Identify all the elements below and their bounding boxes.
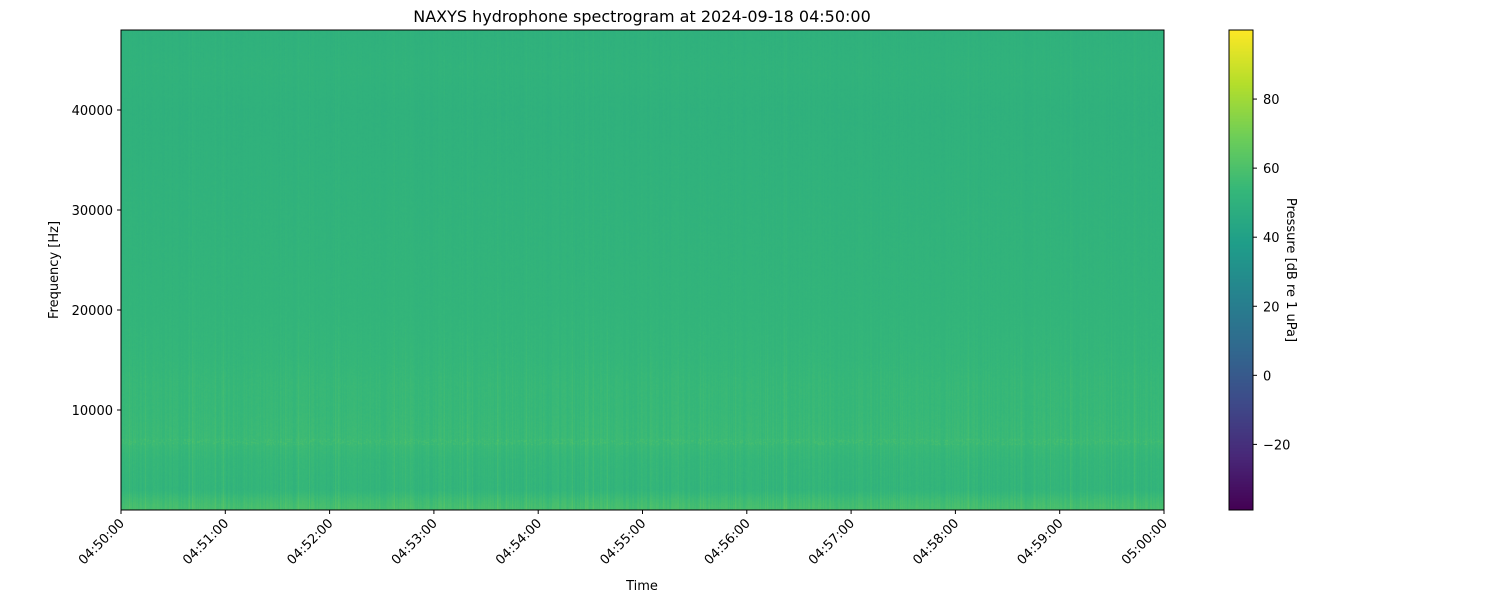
colorbar-tick-label: 40 [1263,231,1280,246]
colorbar-tick-label: 0 [1263,369,1271,384]
colorbar-gradient [1229,30,1253,510]
y-axis-label: Frequency [Hz] [47,221,62,319]
y-tick-label: 30000 [72,204,113,219]
colorbar-label: Pressure [dB re 1 uPa] [1283,198,1298,342]
chart-title: NAXYS hydrophone spectrogram at 2024-09-… [413,7,871,26]
spectrogram-image [121,30,1164,510]
x-tick-label: 04:54:00 [493,516,545,568]
colorbar-tick-label: 80 [1263,93,1280,108]
y-tick-label: 40000 [72,104,113,119]
x-tick-label: 04:50:00 [76,516,128,568]
x-tick-label: 04:56:00 [702,516,754,568]
x-tick-label: 04:52:00 [285,516,337,568]
plot-frame [120,29,1165,511]
colorbar-frame [1228,29,1254,511]
x-tick-label: 04:58:00 [910,516,962,568]
colorbar-tick-label: 20 [1263,300,1280,315]
y-tick-label: 10000 [72,404,113,419]
x-tick-label: 04:59:00 [1015,516,1067,568]
x-tick-label: 04:51:00 [180,516,232,568]
x-tick-label: 05:00:00 [1119,516,1171,568]
x-tick-label: 04:55:00 [597,516,649,568]
x-tick-label: 04:57:00 [806,516,858,568]
x-axis-label: Time [625,579,658,594]
x-tick-label: 04:53:00 [389,516,441,568]
colorbar-tick-label: −20 [1263,438,1290,453]
y-tick-label: 20000 [72,304,113,319]
colorbar-tick-label: 60 [1263,162,1280,177]
